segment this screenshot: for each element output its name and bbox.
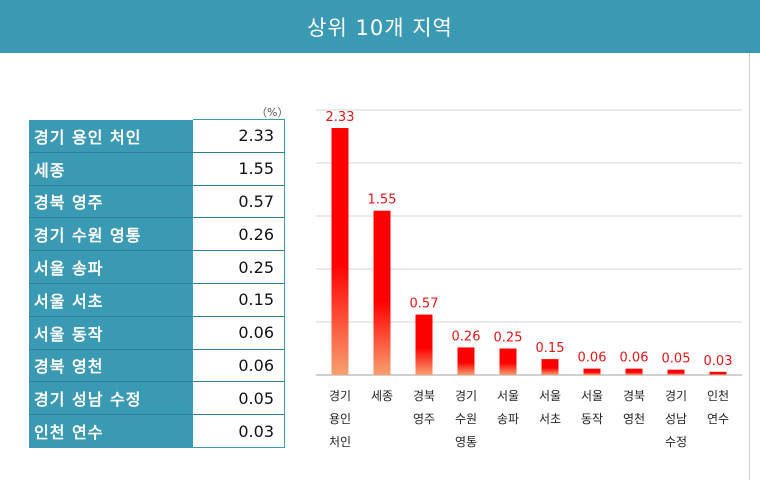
region-value: 0.05 (192, 381, 285, 416)
x-tick-label: 동작 (581, 412, 603, 426)
table-row: 경기 용인 처인 2.33 (29, 119, 285, 153)
table-row: 경북 영천 0.06 (29, 348, 285, 383)
bar (499, 348, 517, 375)
top10-table: 경기 용인 처인 2.33 세종 1.55 경북 영주 0.57 경기 수원 영통 0.26 서… (29, 119, 285, 448)
data-label: 2.33 (326, 110, 355, 125)
data-label: 0.06 (578, 351, 607, 366)
region-value: 0.03 (192, 414, 285, 448)
x-tick-label: 영주 (413, 412, 435, 426)
data-label: 0.57 (410, 297, 439, 312)
x-tick-label: 성남 (665, 412, 687, 426)
region-name: 경북 영주 (29, 185, 193, 219)
x-tick-label: 처인 (329, 435, 351, 449)
region-value: 1.55 (192, 151, 285, 186)
region-name: 경북 영천 (29, 349, 193, 383)
content-frame (0, 53, 750, 480)
bar (541, 359, 559, 375)
x-tick-label: 송파 (497, 412, 519, 426)
data-label: 1.55 (368, 193, 397, 208)
x-tick-label: 수정 (665, 435, 687, 449)
region-value: 0.26 (192, 217, 285, 252)
table-row: 경기 수원 영통 0.26 (29, 217, 285, 252)
x-tick-label: 경기 (665, 389, 687, 403)
x-tick-label: 세종 (371, 389, 393, 403)
region-value: 0.25 (192, 250, 285, 284)
data-label: 0.03 (704, 354, 733, 369)
x-tick-label: 경기 (455, 389, 477, 403)
region-value: 0.06 (192, 348, 285, 383)
bar (373, 210, 391, 375)
page-title: 상위 10개 지역 (307, 15, 453, 40)
region-name: 세종 (29, 152, 193, 186)
table-row: 서울 송파 0.25 (29, 250, 285, 284)
data-label: 0.06 (620, 351, 649, 366)
x-tick-label: 용인 (329, 412, 351, 426)
data-label: 0.15 (536, 341, 565, 356)
bar (331, 128, 349, 375)
data-label: 0.25 (494, 331, 523, 346)
table-row: 경북 영주 0.57 (29, 184, 285, 219)
x-tick-label: 경기 (329, 389, 351, 403)
x-tick-label: 서울 (539, 389, 561, 403)
x-tick-label: 서울 (581, 389, 603, 403)
region-name: 서울 서초 (29, 283, 193, 317)
region-value: 0.06 (192, 315, 285, 350)
x-tick-label: 서울 (497, 389, 519, 403)
region-name: 인천 연수 (29, 414, 193, 448)
x-tick-label: 인천 (707, 388, 729, 403)
region-value: 0.57 (192, 184, 285, 219)
table-row: 서울 동작 0.06 (29, 315, 285, 350)
bar (457, 347, 475, 375)
region-value: 2.33 (192, 119, 285, 153)
region-name: 서울 송파 (29, 250, 193, 284)
table-row: 세종 1.55 (29, 151, 285, 186)
region-name: 경기 수원 영통 (29, 217, 193, 252)
bar (709, 371, 727, 375)
region-name: 경기 성남 수정 (29, 381, 193, 416)
table-row: 인천 연수 0.03 (29, 414, 285, 448)
x-tick-label: 경북 (413, 389, 435, 403)
x-tick-label: 영천 (623, 411, 645, 426)
data-label: 0.05 (662, 352, 691, 367)
x-tick-label: 서초 (539, 412, 561, 426)
x-tick-label: 수원 (455, 412, 477, 426)
region-name: 경기 용인 처인 (29, 119, 193, 153)
x-tick-label: 경북 (623, 389, 645, 403)
unit-label: （%） (256, 106, 289, 119)
data-label: 0.26 (452, 329, 481, 344)
x-tick-label: 연수 (707, 412, 729, 426)
bar (667, 369, 685, 375)
bar (583, 368, 601, 375)
header-bar: 상위 10개 지역 (0, 0, 760, 53)
x-tick-label: 영통 (455, 435, 477, 449)
bar (415, 314, 433, 375)
bar (625, 368, 643, 375)
table-row: 경기 성남 수정 0.05 (29, 381, 285, 416)
region-name: 서울 동작 (29, 316, 193, 350)
